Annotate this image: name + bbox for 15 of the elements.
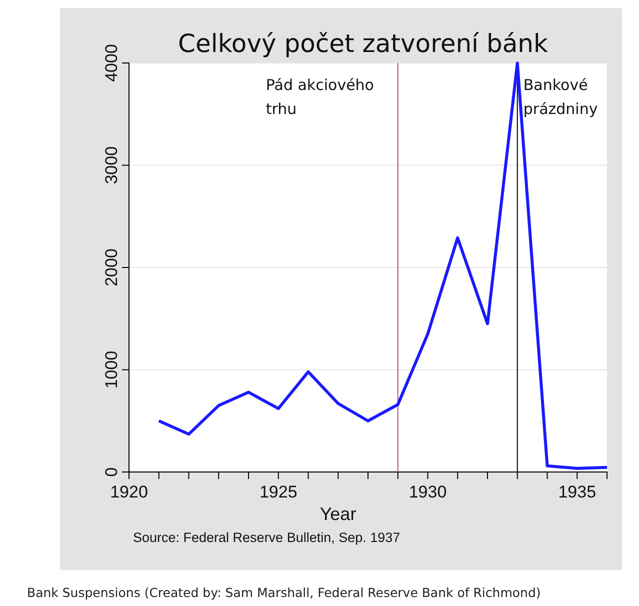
y-tick-label: 3000 — [102, 146, 121, 184]
y-tick-label: 1000 — [102, 350, 121, 389]
chart-title: Celkový počet zatvorení bánk — [178, 29, 548, 58]
y-tick-label: 0 — [102, 467, 121, 477]
x-tick-label: 1930 — [408, 482, 447, 502]
source-note: Source: Federal Reserve Bulletin, Sep. 1937 — [133, 530, 400, 545]
y-tick-label: 4000 — [102, 44, 121, 82]
x-tick-label: 1935 — [558, 482, 596, 502]
x-axis-title: Year — [320, 504, 356, 524]
ref-line-label: Pád akciového trhu — [266, 76, 374, 118]
ref-line-label: Bankové prázdniny — [523, 76, 598, 118]
x-tick-label: 1925 — [259, 482, 298, 502]
x-tick-label: 1920 — [110, 482, 148, 502]
y-tick-label: 2000 — [102, 248, 121, 286]
text: Bank Suspensions (Created by: Sam Marshall, Federal Reserve Bank of Richmond) — [27, 585, 541, 600]
